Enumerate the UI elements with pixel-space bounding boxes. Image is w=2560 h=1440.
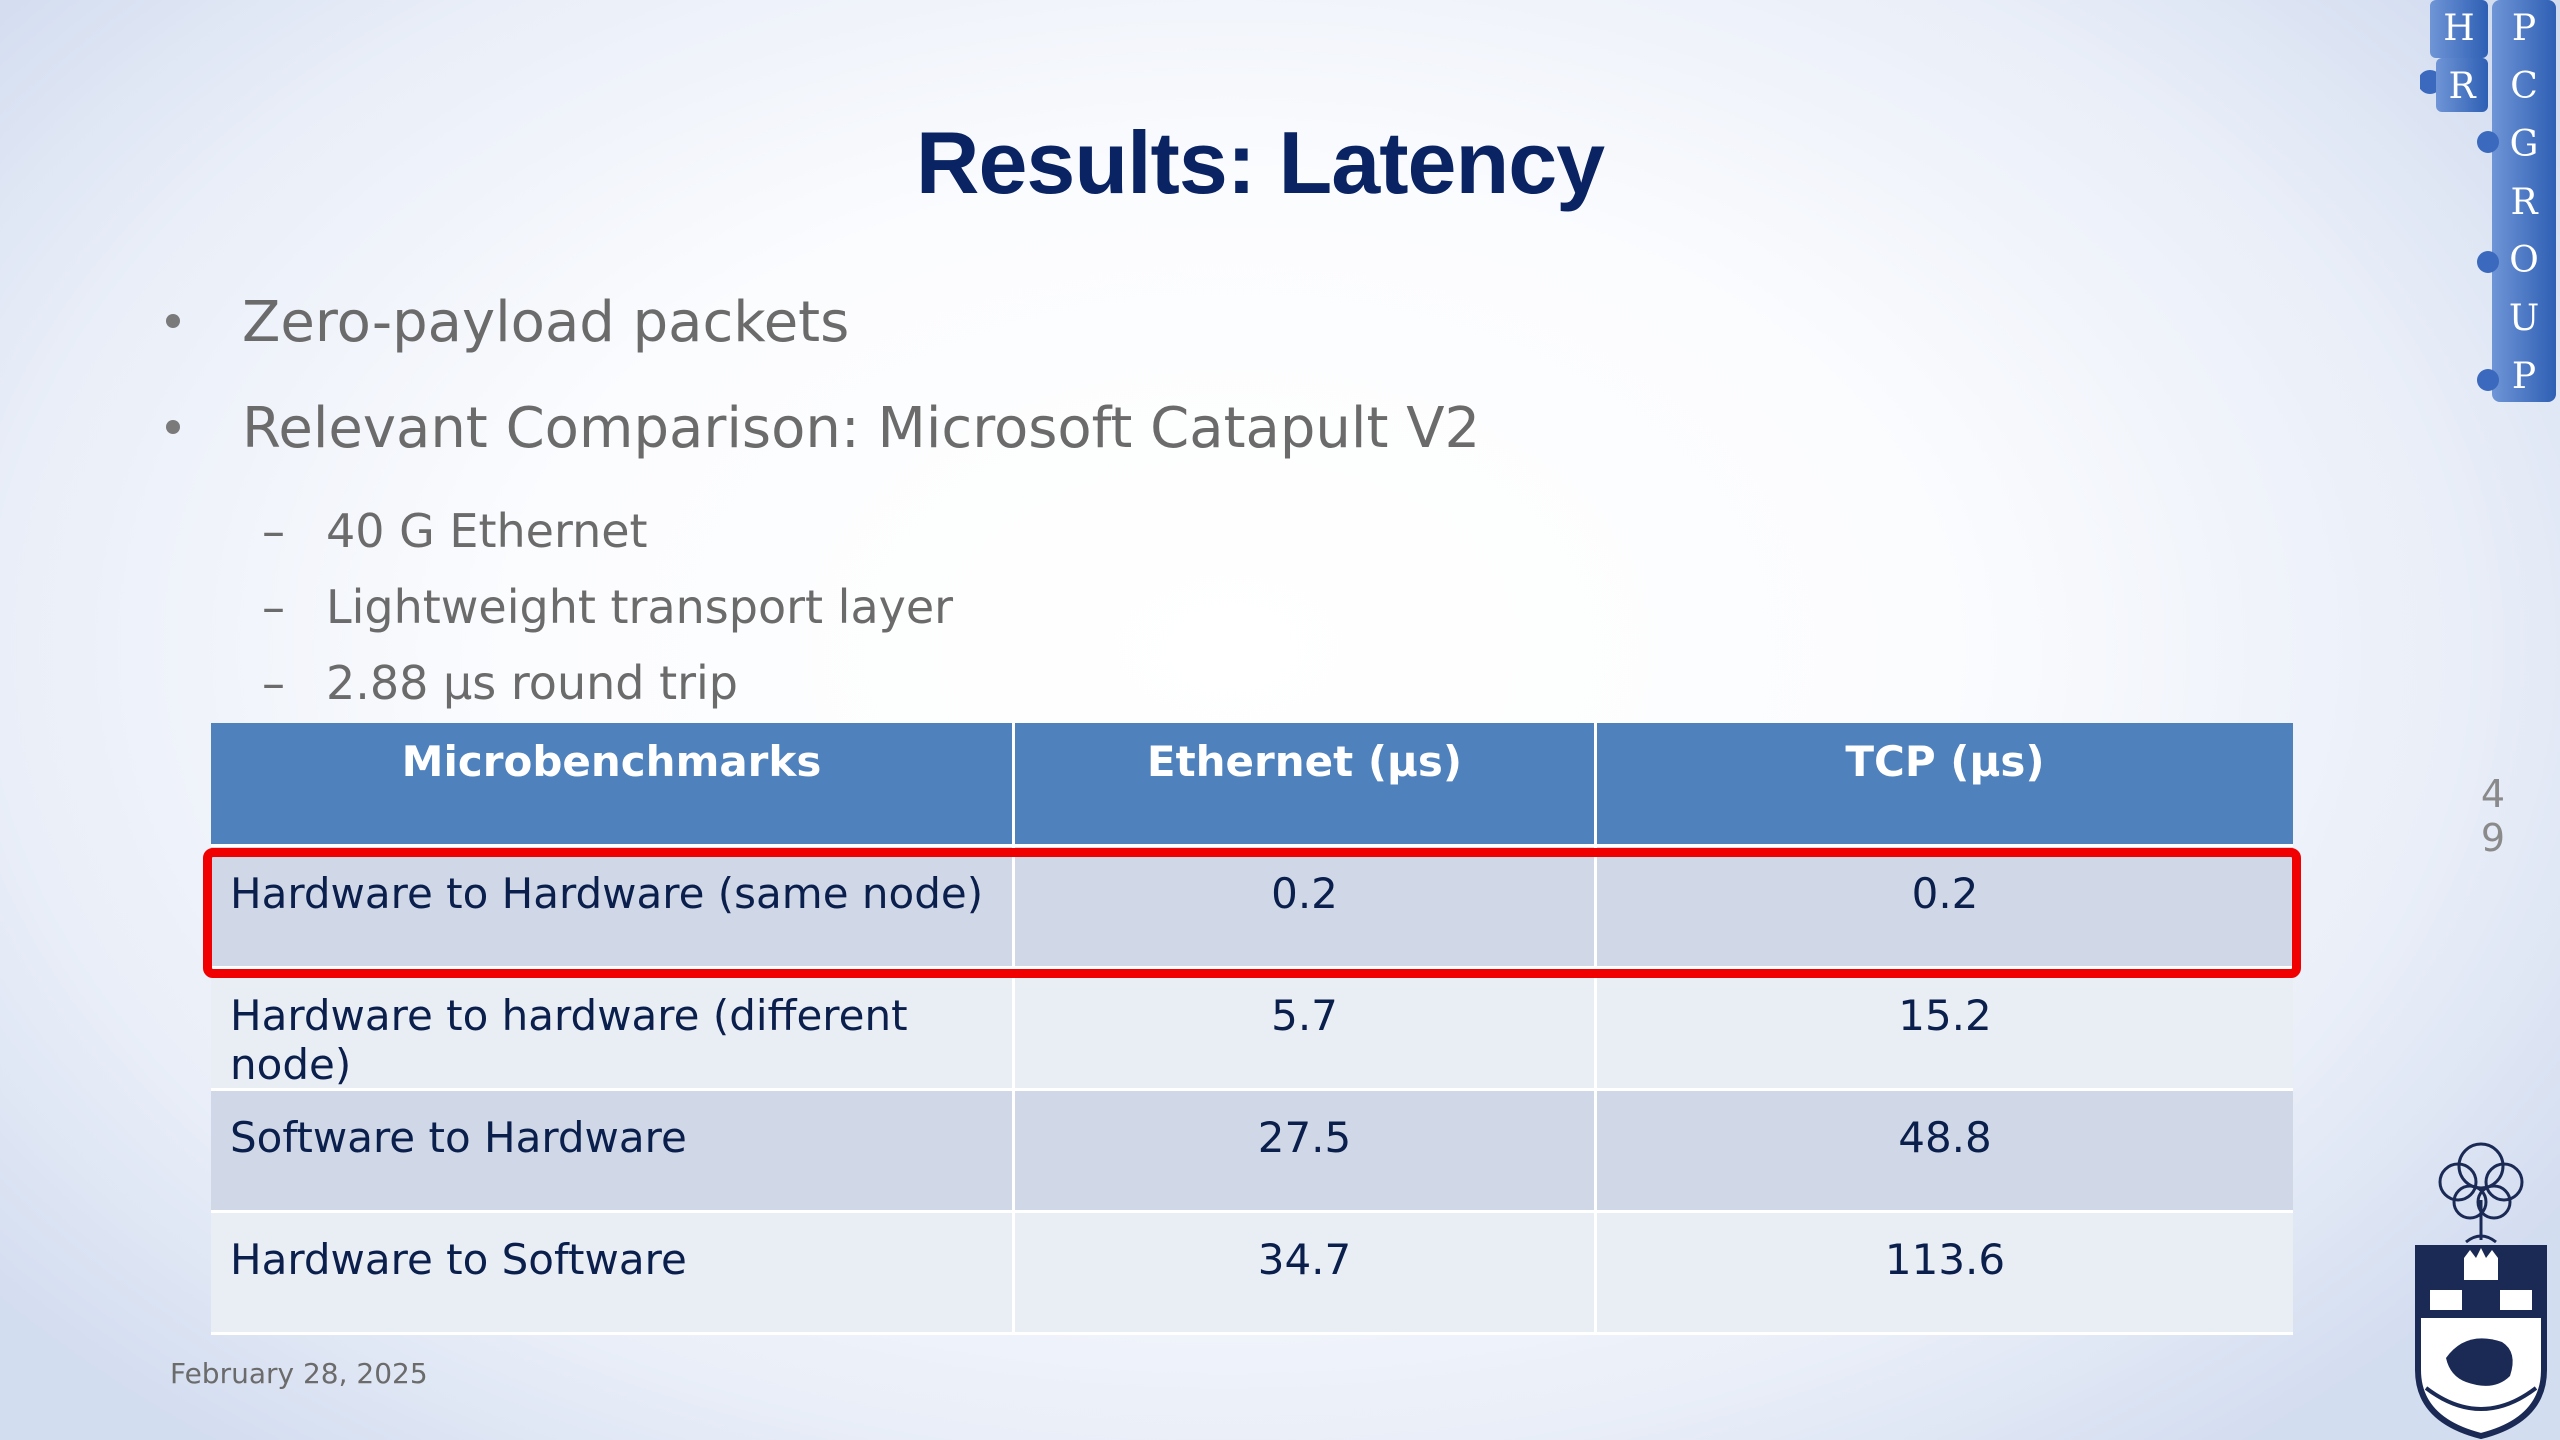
- table-row: Hardware to Hardware (same node) 0.2 0.2: [211, 847, 2293, 969]
- benchmark-name-cell: Hardware to Software: [211, 1213, 1015, 1335]
- table-row: Software to Hardware 27.5 48.8: [211, 1091, 2293, 1213]
- puzzle-pieces-icon: [2420, 0, 2556, 402]
- logo-letters: H P R C G R O U P: [2443, 8, 2539, 397]
- header-cell-tcp: TCP (µs): [1597, 723, 2293, 847]
- sub-bullet-text: Lightweight transport layer: [326, 580, 954, 634]
- dash-icon: –: [262, 656, 285, 710]
- ethernet-value-cell: 27.5: [1015, 1091, 1597, 1213]
- header-cell-microbenchmarks: Microbenchmarks: [211, 723, 1015, 847]
- logo-letter: O: [2509, 240, 2539, 281]
- slide-date: February 28, 2025: [170, 1357, 428, 1390]
- page-number: 49: [2480, 772, 2506, 860]
- tcp-value-cell: 48.8: [1597, 1091, 2293, 1213]
- benchmark-name-cell: Hardware to hardware (different node): [211, 969, 1015, 1091]
- table-header-row: Microbenchmarks Ethernet (µs) TCP (µs): [211, 723, 2293, 847]
- ethernet-value-cell: 5.7: [1015, 969, 1597, 1091]
- logo-letter: R: [2448, 66, 2476, 107]
- bullet-text: Zero-payload packets: [242, 290, 850, 355]
- ethernet-value-cell: 0.2: [1015, 847, 1597, 969]
- crown-icon: [2464, 1248, 2498, 1280]
- bullet-dot-icon: [166, 314, 180, 328]
- logo-letter: R: [2510, 182, 2538, 223]
- dash-icon: –: [262, 580, 285, 634]
- hprc-group-logo: H P R C G R O U P: [2420, 0, 2556, 402]
- logo-letter: P: [2512, 8, 2536, 49]
- beaver-icon: [2446, 1338, 2513, 1386]
- dash-icon: –: [262, 504, 285, 558]
- slide-title: Results: Latency: [915, 113, 1605, 212]
- tcp-value-cell: 0.2: [1597, 847, 2293, 969]
- header-cell-ethernet: Ethernet (µs): [1015, 723, 1597, 847]
- logo-letter: P: [2512, 356, 2536, 397]
- logo-letter: H: [2443, 8, 2474, 49]
- latency-table: Microbenchmarks Ethernet (µs) TCP (µs) H…: [211, 723, 2293, 1335]
- table-row: Hardware to hardware (different node) 5.…: [211, 969, 2293, 1091]
- logo-letter: C: [2510, 66, 2538, 107]
- tree-icon: [2438, 1142, 2524, 1244]
- benchmark-name-cell: Software to Hardware: [211, 1091, 1015, 1213]
- benchmark-name-cell: Hardware to Hardware (same node): [211, 847, 1015, 969]
- motto-ribbon: [2424, 1386, 2538, 1411]
- logo-letter: G: [2510, 124, 2539, 165]
- bullet-dot-icon: [166, 420, 180, 434]
- table-row: Hardware to Software 34.7 113.6: [211, 1213, 2293, 1335]
- highlight-box: [203, 848, 2301, 978]
- sub-bullet-text: 40 G Ethernet: [326, 504, 648, 558]
- university-crest-logo: [2415, 1142, 2547, 1440]
- sub-bullet-text: 2.88 µs round trip: [326, 656, 739, 710]
- ethernet-value-cell: 34.7: [1015, 1213, 1597, 1335]
- book-icon: [2430, 1290, 2532, 1310]
- tcp-value-cell: 15.2: [1597, 969, 2293, 1091]
- tcp-value-cell: 113.6: [1597, 1213, 2293, 1335]
- logo-letter: U: [2509, 298, 2539, 339]
- bullet-text: Relevant Comparison: Microsoft Catapult …: [242, 396, 1481, 461]
